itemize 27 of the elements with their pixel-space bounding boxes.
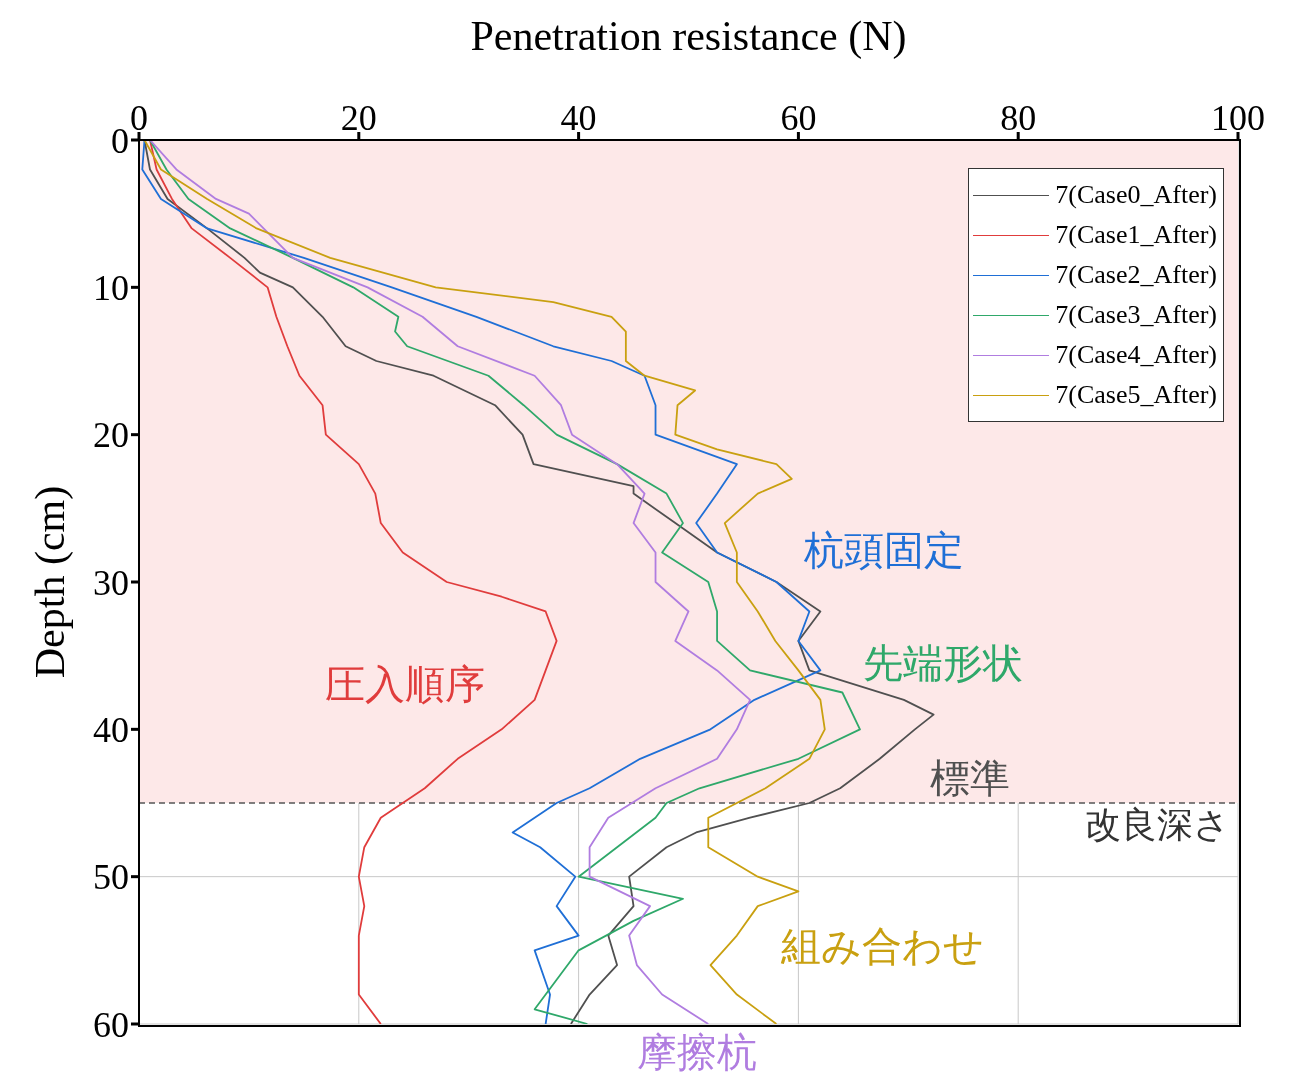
y-tick-label: 40 xyxy=(93,710,129,751)
x-axis-title: Penetration resistance (N) xyxy=(470,13,907,60)
annotation: 組み合わせ xyxy=(780,921,984,971)
legend-label: 7(Case5_After) xyxy=(1055,380,1217,410)
legend-label: 7(Case2_After) xyxy=(1055,260,1217,290)
y-tick-label: 10 xyxy=(93,268,129,309)
annotation: 先端形状 xyxy=(863,638,1023,688)
annotation: 圧入順序 xyxy=(325,659,485,709)
annotation: 杭頭固定 xyxy=(804,525,964,575)
legend-label: 7(Case3_After) xyxy=(1055,300,1217,330)
x-tick-label: 100 xyxy=(1211,98,1265,138)
y-tick-label: 50 xyxy=(93,857,129,898)
ref-line-label: 改良深さ xyxy=(1085,803,1230,845)
annotation: 標準 xyxy=(930,753,1010,803)
y-tick-label: 20 xyxy=(93,415,129,456)
legend-label: 7(Case4_After) xyxy=(1055,340,1217,370)
y-axis-title: Depth (cm) xyxy=(26,485,74,679)
legend-label: 7(Case1_After) xyxy=(1055,220,1217,250)
y-tick-label: 60 xyxy=(93,1004,129,1045)
x-tick-label: 40 xyxy=(560,98,597,138)
legend-label: 7(Case0_After) xyxy=(1055,180,1217,210)
x-tick-label: 60 xyxy=(780,98,817,138)
x-tick-label: 80 xyxy=(1000,98,1037,138)
x-tick-label: 20 xyxy=(340,98,377,138)
line-series xyxy=(149,140,558,1024)
text: 摩擦杭 xyxy=(637,1027,757,1077)
y-tick-label: 30 xyxy=(93,562,129,603)
